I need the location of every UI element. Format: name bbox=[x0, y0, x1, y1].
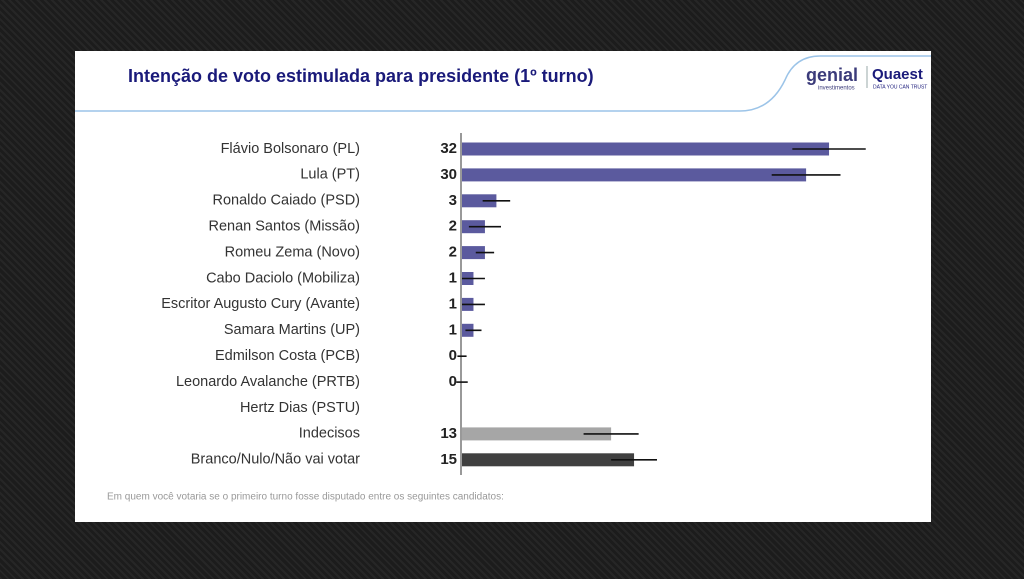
category-label: Hertz Dias (PSTU) bbox=[240, 400, 360, 416]
chart-title: Intenção de voto estimulada para preside… bbox=[128, 66, 594, 86]
value-label: 0 bbox=[449, 347, 457, 364]
category-label: Cabo Daciolo (Mobiliza) bbox=[206, 270, 360, 286]
category-label: Edmilson Costa (PCB) bbox=[215, 348, 360, 364]
value-label: 1 bbox=[449, 321, 457, 338]
logo-genial: genial bbox=[806, 65, 858, 85]
value-label: 1 bbox=[449, 295, 457, 312]
category-label: Indecisos bbox=[299, 426, 360, 442]
bar bbox=[462, 142, 830, 156]
value-label: 2 bbox=[449, 244, 457, 261]
bar bbox=[462, 168, 807, 182]
value-label: 0 bbox=[449, 373, 457, 390]
slide bbox=[75, 51, 931, 522]
footnote: Em quem você votaria se o primeiro turno… bbox=[107, 492, 504, 503]
value-label: 1 bbox=[449, 269, 457, 286]
logo-quaest: Quaest bbox=[872, 66, 923, 83]
value-label: 3 bbox=[449, 192, 457, 209]
category-label: Escritor Augusto Cury (Avante) bbox=[161, 296, 360, 312]
category-label: Samara Martins (UP) bbox=[224, 322, 360, 338]
category-label: Ronaldo Caiado (PSD) bbox=[213, 193, 361, 209]
bar bbox=[462, 246, 485, 260]
category-label: Leonardo Avalanche (PRTB) bbox=[176, 374, 360, 390]
category-label: Branco/Nulo/Não vai votar bbox=[191, 452, 360, 468]
category-label: Flávio Bolsonaro (PL) bbox=[221, 141, 360, 157]
value-label: 15 bbox=[440, 451, 457, 468]
bar bbox=[462, 194, 497, 208]
bar bbox=[462, 453, 635, 467]
value-label: 13 bbox=[440, 425, 457, 442]
category-label: Lula (PT) bbox=[300, 167, 360, 183]
category-label: Romeu Zema (Novo) bbox=[225, 244, 360, 260]
value-label: 30 bbox=[440, 166, 457, 183]
value-label: 32 bbox=[440, 140, 457, 157]
category-label: Renan Santos (Missão) bbox=[208, 219, 360, 235]
value-label: 2 bbox=[449, 218, 457, 235]
bar bbox=[462, 427, 612, 441]
logo-quaest-sub: DATA YOU CAN TRUST bbox=[873, 84, 927, 90]
logo-genial-sub: investimentos bbox=[818, 86, 855, 92]
header-line bbox=[75, 55, 931, 112]
